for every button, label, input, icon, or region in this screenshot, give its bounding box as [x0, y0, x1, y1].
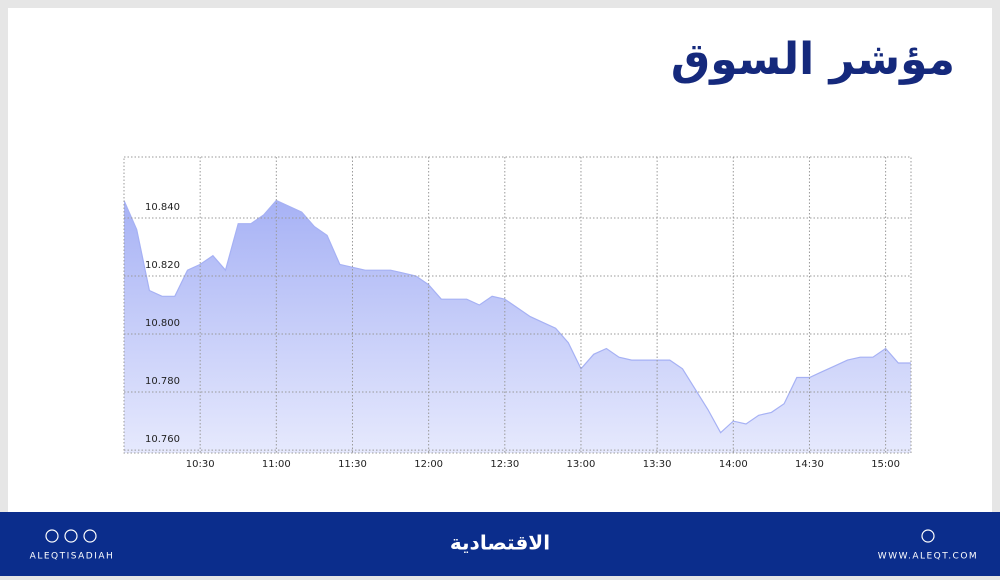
x-tick-label: 12:30: [490, 459, 519, 470]
footer-handle: ALEQTISADIAH: [30, 552, 115, 562]
x-tick-label: 12:00: [414, 459, 443, 470]
plot: 10.760 10.780 10.800 10.820 10.840 10:30 11:00…: [123, 156, 912, 470]
footer-logo: الاقتصادية: [450, 531, 550, 555]
y-tick-label: 10.780: [145, 376, 180, 387]
x-tick-label: 11:00: [262, 459, 291, 470]
footer-website: WWW.ALEQT.COM: [878, 552, 978, 562]
x-tick-label: 13:00: [567, 459, 596, 470]
social-icons: [45, 529, 935, 543]
area: [124, 200, 911, 453]
y-tick-label: 10.760: [145, 434, 180, 445]
x-tick-label: 11:30: [338, 459, 367, 470]
x-tick-label: 10:30: [186, 459, 215, 470]
chart-title: مؤشر السوق: [671, 34, 955, 85]
y-tick-label: 10.800: [145, 318, 180, 329]
plot-border: [123, 156, 912, 454]
y-tick-label: 10.820: [145, 260, 180, 271]
x-tick-label: 15:00: [871, 459, 900, 470]
footer-bar: [0, 512, 1000, 576]
x-tick-label: 13:30: [643, 459, 672, 470]
y-tick-label: 10.840: [145, 202, 180, 213]
x-tick-label: 14:30: [795, 459, 824, 470]
line: [123, 199, 911, 434]
x-tick-label: 14:00: [719, 459, 748, 470]
